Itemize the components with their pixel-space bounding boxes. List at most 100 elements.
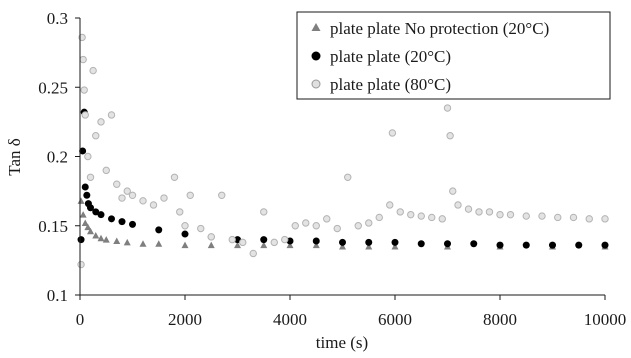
data-point	[84, 223, 92, 231]
data-point	[428, 213, 436, 222]
data-point	[522, 212, 530, 220]
data-point	[89, 66, 97, 75]
series-1	[77, 108, 609, 249]
legend-triangle-marker	[311, 23, 321, 31]
data-point	[113, 237, 121, 244]
data-point	[139, 197, 147, 205]
data-point	[396, 208, 404, 216]
data-point	[454, 201, 462, 209]
data-point	[149, 201, 158, 209]
data-point	[77, 236, 85, 244]
data-point	[160, 194, 168, 202]
x-tick-label: 0	[76, 310, 85, 329]
legend-label-20c: plate plate (20°C)	[330, 47, 451, 66]
data-point	[197, 224, 205, 233]
data-point	[181, 222, 189, 230]
data-point	[86, 173, 95, 181]
y-tick-label: 0.1	[47, 286, 68, 305]
data-point	[84, 152, 92, 161]
data-point	[344, 173, 352, 181]
data-point	[281, 235, 289, 244]
data-point	[391, 243, 399, 250]
data-point	[79, 147, 87, 155]
data-point	[291, 222, 299, 230]
legend-label-80c: plate plate (80°C)	[330, 75, 451, 94]
data-point	[365, 219, 373, 227]
x-tick-label: 6000	[378, 310, 412, 329]
data-point	[312, 222, 320, 230]
data-point	[176, 208, 184, 216]
data-point	[417, 240, 425, 248]
data-point	[496, 241, 504, 249]
data-point	[107, 111, 116, 119]
data-point	[228, 235, 236, 244]
data-point	[438, 215, 446, 223]
data-point	[129, 220, 136, 228]
data-point	[92, 132, 100, 140]
legend-filled-circle-marker	[311, 51, 321, 61]
data-point	[97, 211, 105, 219]
data-point	[83, 191, 91, 199]
x-axis-ticks: 0 2000 4000 6000 8000 10000	[76, 295, 626, 329]
data-point	[118, 218, 126, 226]
data-point	[181, 241, 189, 249]
data-point	[444, 240, 451, 248]
data-point	[108, 215, 115, 223]
x-tick-label: 8000	[483, 310, 517, 329]
legend-box	[296, 11, 611, 100]
y-tick-label: 0.2	[47, 148, 68, 167]
data-point	[601, 241, 609, 249]
x-axis-title: time (s)	[316, 333, 368, 352]
data-point	[286, 241, 294, 249]
y-tick-label: 0.15	[38, 217, 68, 236]
data-point	[549, 241, 556, 249]
data-point	[113, 180, 121, 188]
data-point	[77, 197, 85, 204]
data-point	[97, 234, 105, 242]
data-point	[470, 240, 478, 248]
legend-open-circle-marker	[311, 79, 321, 89]
data-point	[443, 104, 452, 112]
data-point	[417, 212, 425, 220]
y-tick-label: 0.25	[38, 78, 68, 97]
data-point	[496, 210, 504, 219]
data-point	[155, 240, 163, 247]
data-point	[92, 208, 100, 216]
data-point	[339, 238, 346, 246]
data-point	[365, 243, 373, 250]
data-point	[207, 241, 215, 249]
data-point	[312, 241, 320, 249]
data-point	[139, 240, 147, 247]
data-point	[354, 222, 362, 230]
data-point	[449, 187, 457, 195]
data-point	[87, 204, 94, 212]
y-axis-title: Tan δ	[5, 138, 24, 176]
legend-label-no-protection: plate plate No protection (20°C)	[330, 19, 549, 38]
data-point	[446, 132, 454, 140]
data-point	[80, 86, 88, 94]
data-point	[569, 213, 578, 222]
x-tick-label: 2000	[168, 310, 202, 329]
data-point	[87, 227, 94, 235]
series-2	[77, 33, 609, 269]
data-point	[249, 249, 257, 258]
data-point	[260, 208, 268, 216]
data-point	[207, 233, 215, 241]
data-point	[123, 187, 131, 195]
data-point	[464, 205, 473, 213]
legend: plate plate No protection (20°C) plate p…	[296, 11, 611, 100]
x-tick-label: 4000	[273, 310, 307, 329]
data-point	[391, 238, 399, 246]
data-point	[77, 260, 85, 269]
data-point	[186, 191, 194, 199]
data-point	[170, 173, 179, 181]
plot-area: 0 2000 4000 6000 8000 10000 0.1 0.15 0.2 0.25 0.3	[38, 9, 626, 329]
data-point	[81, 111, 89, 119]
y-axis-ticks: 0.1 0.15 0.2 0.25 0.3	[38, 9, 80, 305]
data-point	[260, 241, 268, 249]
data-point	[123, 238, 131, 246]
data-point	[302, 219, 310, 227]
data-point	[239, 238, 247, 247]
data-point	[339, 243, 346, 250]
